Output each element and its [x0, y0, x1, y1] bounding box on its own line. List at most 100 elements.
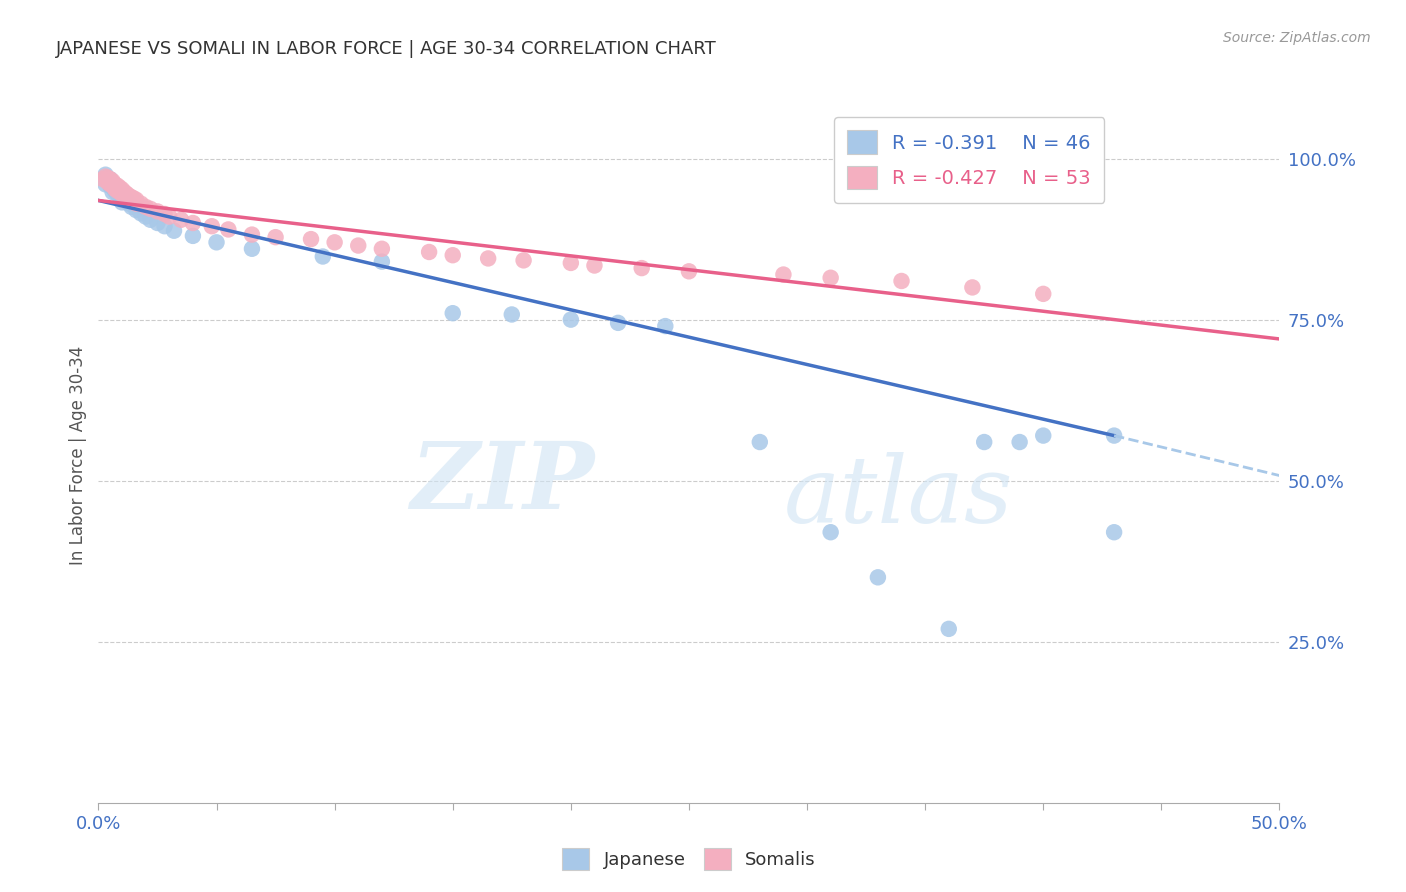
Point — [217, 222, 239, 236]
Point — [264, 230, 287, 244]
Point — [201, 219, 224, 234]
Point — [94, 169, 117, 184]
Point — [118, 189, 141, 203]
Point — [122, 192, 145, 206]
Point — [820, 525, 842, 540]
Point — [105, 178, 128, 193]
Point — [312, 250, 335, 264]
Point — [678, 264, 700, 278]
Point — [101, 180, 124, 194]
Point — [1032, 428, 1054, 442]
Point — [112, 185, 135, 199]
Point — [654, 319, 676, 334]
Point — [111, 195, 134, 210]
Point — [108, 184, 131, 198]
Point — [748, 435, 770, 450]
Point — [139, 212, 162, 227]
Point — [560, 256, 582, 270]
Point — [630, 261, 652, 276]
Point — [323, 235, 346, 250]
Text: ZIP: ZIP — [411, 438, 595, 528]
Point — [583, 259, 606, 273]
Point — [118, 196, 141, 211]
Point — [772, 268, 794, 282]
Point — [121, 200, 143, 214]
Point — [181, 216, 204, 230]
Point — [962, 280, 984, 294]
Point — [1008, 435, 1031, 450]
Point — [560, 312, 582, 326]
Point — [371, 254, 394, 268]
Point — [240, 242, 263, 256]
Point — [441, 248, 464, 262]
Point — [101, 185, 124, 199]
Point — [98, 172, 121, 186]
Point — [153, 219, 176, 234]
Point — [163, 224, 186, 238]
Point — [98, 178, 121, 192]
Point — [418, 244, 440, 259]
Point — [866, 570, 889, 584]
Point — [108, 189, 131, 203]
Point — [104, 178, 127, 193]
Point — [98, 172, 121, 186]
Point — [105, 184, 128, 198]
Text: JAPANESE VS SOMALI IN LABOR FORCE | AGE 30-34 CORRELATION CHART: JAPANESE VS SOMALI IN LABOR FORCE | AGE … — [56, 40, 717, 58]
Point — [170, 212, 193, 227]
Point — [104, 184, 127, 198]
Point — [125, 203, 148, 218]
Point — [105, 180, 128, 194]
Point — [115, 187, 138, 202]
Point — [1032, 286, 1054, 301]
Point — [101, 178, 124, 193]
Point — [91, 172, 114, 186]
Point — [181, 228, 204, 243]
Point — [104, 182, 127, 196]
Point — [512, 253, 534, 268]
Point — [97, 175, 120, 190]
Point — [94, 168, 117, 182]
Point — [111, 190, 134, 204]
Point — [112, 192, 135, 206]
Point — [94, 178, 117, 192]
Point — [146, 216, 169, 230]
Point — [820, 270, 842, 285]
Point — [97, 170, 120, 185]
Point — [205, 235, 228, 250]
Point — [1102, 428, 1125, 442]
Point — [111, 182, 134, 196]
Point — [121, 190, 143, 204]
Point — [501, 308, 523, 322]
Legend: Japanese, Somalis: Japanese, Somalis — [555, 841, 823, 877]
Point — [135, 200, 157, 214]
Point — [108, 180, 131, 194]
Point — [115, 194, 138, 208]
Text: atlas: atlas — [783, 451, 1012, 541]
Text: Source: ZipAtlas.com: Source: ZipAtlas.com — [1223, 31, 1371, 45]
Y-axis label: In Labor Force | Age 30-34: In Labor Force | Age 30-34 — [69, 345, 87, 565]
Point — [153, 207, 176, 221]
Point — [139, 202, 162, 216]
Point — [98, 178, 121, 193]
Point — [890, 274, 912, 288]
Point — [104, 178, 127, 192]
Point — [135, 210, 157, 224]
Point — [129, 196, 152, 211]
Point — [157, 210, 180, 224]
Point — [101, 176, 124, 190]
Point — [146, 204, 169, 219]
Point — [129, 206, 152, 220]
Point — [973, 435, 995, 450]
Point — [101, 174, 124, 188]
Point — [477, 252, 499, 266]
Point — [111, 185, 134, 199]
Point — [441, 306, 464, 320]
Point — [240, 227, 263, 242]
Point — [108, 185, 131, 199]
Point — [371, 242, 394, 256]
Point — [125, 196, 148, 211]
Point — [111, 187, 134, 202]
Point — [347, 238, 370, 252]
Point — [105, 187, 128, 202]
Point — [938, 622, 960, 636]
